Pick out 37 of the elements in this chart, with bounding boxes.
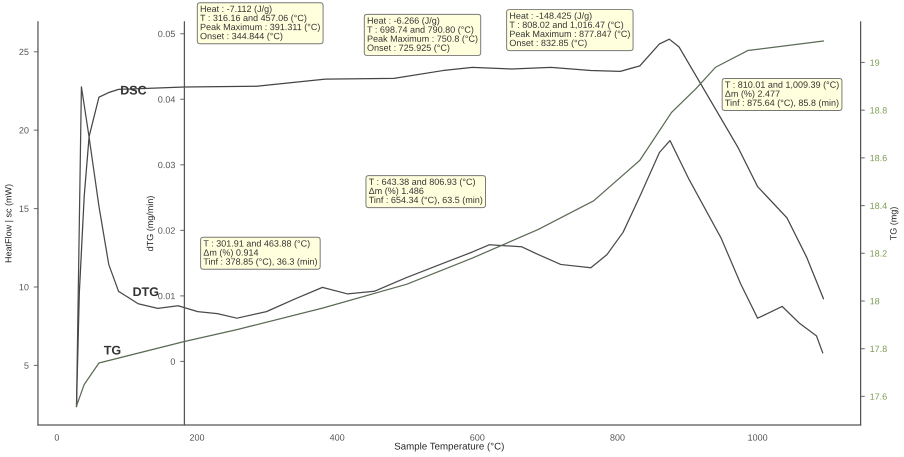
y3-tick-label: 18.2 [870, 250, 887, 257]
y3-tick-label: 19 [870, 59, 880, 66]
y-axis-title: HeatFlow | sc (mW) [4, 184, 14, 262]
annotation: T : 810.01 and 1,009.39 (°C) Δm (%) 2.477 Tinf : 875.64 (°C), 85.8 (min) [725, 81, 839, 108]
series-label: DTG [133, 287, 158, 296]
y3-tick-label: 18.6 [870, 154, 887, 162]
annotation: T : 301.91 and 463.88 (°C) Δm (%) 0.914 Tinf : 378.85 (°C), 36.3 (min) [204, 240, 317, 267]
x-tick-label: 400 [330, 434, 344, 441]
y2-tick-label: 0.02 [158, 227, 175, 234]
y-tick-label: 25 [19, 48, 29, 56]
y2-tick-label: 0.05 [158, 30, 175, 38]
y2-tick-label: 0 [170, 358, 176, 365]
x-tick-label: 800 [610, 434, 625, 441]
series-label: TG [104, 346, 120, 355]
y-tick-label: 20 [19, 127, 29, 134]
y2-axis-title: dTG (mg/min) [146, 196, 156, 251]
y-tick-label: 5 [24, 362, 29, 369]
y2-tick-label: 0.04 [158, 96, 176, 103]
y3-tick-label: 18.4 [870, 202, 887, 209]
y-tick-label: 10 [20, 284, 29, 290]
y3-tick-label: 18 [870, 298, 880, 304]
annotation: Heat : -7.112 (J/g) T : 316.16 and 457.06 (°C) Peak Maximum : 391.311 (°C) Onset : 344.844 (°C) [200, 5, 320, 42]
y2-tick-label: 0.01 [158, 292, 175, 300]
annotation: T : 643.38 and 806.93 (°C) Δm (%) 1.486 Tinf : 654.34 (°C), 63.5 (min) [368, 178, 482, 205]
y2-tick-label: 0.03 [158, 162, 175, 168]
y-tick-label: 15 [20, 206, 29, 212]
annotation: Heat : -148.425 (J/g) T : 808.02 and 1,016.47 (°C) Peak Maximum : 877.847 (°C) Onset : 832.85 (°C) [510, 12, 630, 48]
x-tick-label: 200 [190, 434, 204, 441]
y3-tick-label: 17.6 [870, 393, 887, 400]
annotation: Heat : -6.266 (J/g) T : 698.74 and 790.80 (°C) Peak Maximum : 750.8 (°C) Onset : 725.925 (°C) [367, 17, 478, 53]
y3-tick-label: 17.8 [870, 346, 887, 352]
y3-tick-label: 18.8 [870, 107, 887, 114]
x-tick-label: 0 [54, 434, 60, 441]
x-axis-title: Sample Temperature (°C) [394, 442, 504, 452]
y3-axis-title: TG (mg) [890, 207, 898, 240]
x-tick-label: 1000 [748, 434, 768, 441]
x-tick-label: 600 [470, 434, 484, 441]
